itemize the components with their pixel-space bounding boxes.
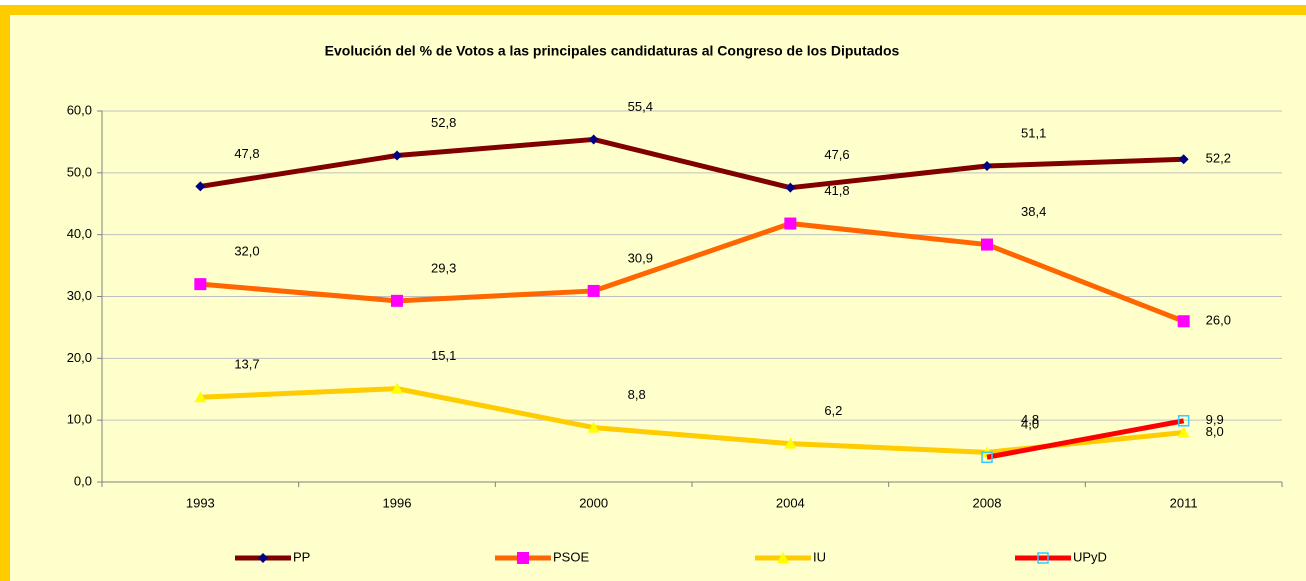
data-point — [981, 451, 993, 464]
chart-title: Evolución del % de Votos a las principal… — [325, 43, 900, 59]
series-line — [200, 221, 1185, 324]
data-point — [1177, 415, 1190, 427]
data-label: 4,8 — [1021, 412, 1039, 427]
data-point — [1178, 154, 1189, 165]
data-point — [588, 134, 599, 145]
data-label: 8,0 — [1206, 424, 1224, 439]
data-label: 41,8 — [824, 183, 849, 198]
data-point — [391, 294, 403, 307]
data-label: 26,0 — [1206, 313, 1231, 328]
chart-frame — [0, 5, 1306, 581]
y-tick-label: 10,0 — [67, 412, 92, 427]
data-point — [784, 437, 797, 449]
legend-marker — [517, 552, 529, 564]
legend-label: UPyD — [1073, 549, 1107, 564]
y-tick-label: 30,0 — [67, 288, 92, 303]
data-point — [194, 391, 207, 403]
data-point — [587, 421, 600, 433]
x-tick-label: 2008 — [973, 495, 1002, 510]
x-tick-label: 2011 — [1170, 495, 1198, 510]
data-label: 29,3 — [431, 260, 456, 275]
data-point — [1177, 315, 1190, 328]
data-label: 47,6 — [824, 147, 849, 162]
data-label: 30,9 — [628, 250, 653, 265]
x-tick-label: 2004 — [776, 495, 805, 510]
data-label: 55,4 — [628, 99, 653, 114]
data-label: 47,8 — [234, 146, 259, 161]
data-point — [587, 284, 600, 297]
data-point — [392, 150, 402, 161]
data-label: 9,9 — [1206, 412, 1224, 427]
y-tick-label: 0,0 — [74, 473, 92, 488]
y-tick-label: 60,0 — [67, 102, 92, 117]
data-point — [785, 182, 796, 193]
y-tick-label: 20,0 — [67, 350, 92, 365]
legend-marker — [258, 553, 268, 563]
legend-marker — [1037, 552, 1049, 564]
data-point — [981, 238, 993, 251]
y-tick-label: 40,0 — [67, 226, 92, 241]
data-point — [1177, 426, 1190, 438]
data-label: 52,8 — [431, 115, 456, 130]
data-label: 38,4 — [1021, 204, 1046, 219]
legend-label: IU — [813, 549, 826, 564]
data-label: 32,0 — [234, 244, 259, 259]
legend-marker — [777, 552, 789, 563]
data-point — [982, 161, 992, 172]
data-point — [195, 181, 206, 192]
data-point — [194, 278, 207, 291]
data-label: 4,0 — [1021, 417, 1039, 432]
legend-label: PP — [293, 549, 310, 564]
series-line — [199, 136, 1184, 191]
data-label: 15,1 — [431, 348, 456, 363]
data-label: 52,2 — [1206, 151, 1231, 166]
data-label: 8,8 — [628, 387, 646, 402]
data-point — [391, 382, 403, 394]
data-label: 51,1 — [1021, 125, 1046, 140]
data-label: 13,7 — [234, 357, 259, 372]
legend-label: PSOE — [553, 549, 589, 564]
x-tick-label: 1993 — [186, 495, 215, 510]
data-point — [784, 217, 797, 230]
x-tick-label: 2000 — [579, 495, 608, 510]
x-tick-label: 1996 — [383, 495, 412, 510]
data-label: 6,2 — [824, 403, 842, 418]
series-line — [986, 418, 1185, 460]
y-tick-label: 50,0 — [67, 164, 92, 179]
